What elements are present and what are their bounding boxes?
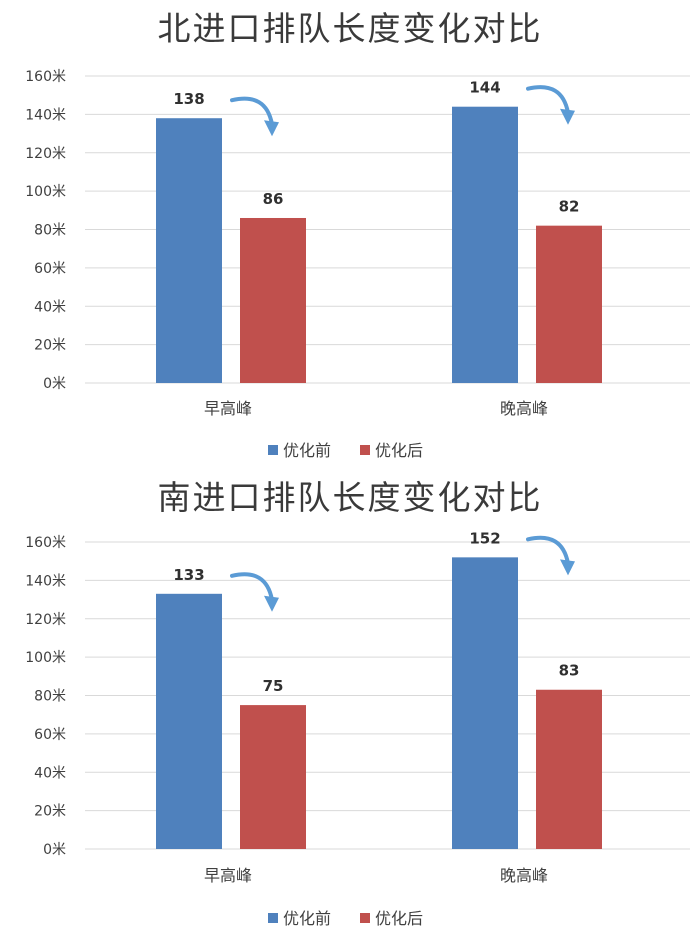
x-category-label: 早高峰 — [204, 399, 252, 418]
north-entrance-chart: 北进口排队长度变化对比 0米 20米 40米 60米 80米 100米 120米 140米 16… — [0, 0, 700, 466]
data-label: 83 — [559, 662, 580, 680]
trend-arrow-icon — [526, 535, 570, 566]
y-tick-label: 160米 — [25, 535, 66, 551]
data-label: 138 — [173, 90, 204, 108]
y-tick-label: 80米 — [34, 689, 66, 705]
data-label: 86 — [263, 190, 284, 208]
y-tick-label: 60米 — [34, 261, 66, 277]
y-tick-label: 120米 — [25, 612, 66, 628]
data-label: 152 — [469, 529, 500, 547]
data-label: 75 — [263, 677, 284, 695]
bar-after — [240, 705, 306, 849]
chart-plot-area: 0米 20米 40米 60米 80米 100米 120米 140米 160米 133 75 早高峰 15… — [25, 529, 690, 928]
legend-label: 优化前 — [283, 909, 331, 928]
legend-swatch — [268, 445, 278, 455]
trend-arrow-icon — [230, 572, 274, 602]
data-label: 144 — [469, 79, 500, 97]
legend-swatch — [268, 913, 278, 923]
arrow-head-icon — [560, 108, 575, 125]
y-tick-label: 120米 — [25, 146, 66, 162]
y-tick-label: 0米 — [43, 842, 66, 858]
y-tick-label: 100米 — [25, 184, 66, 200]
chart-title: 北进口排队长度变化对比 — [157, 9, 543, 48]
y-tick-label: 60米 — [34, 727, 66, 743]
x-category-label: 晚高峰 — [500, 399, 548, 418]
legend-label: 优化前 — [283, 441, 331, 460]
bar-after — [536, 225, 602, 383]
legend-label: 优化后 — [375, 909, 423, 928]
arrow-head-icon — [264, 120, 279, 137]
y-tick-label: 40米 — [34, 299, 66, 315]
y-tick-label: 20米 — [34, 338, 66, 354]
x-category-label: 晚高峰 — [500, 866, 548, 885]
data-label: 133 — [173, 566, 204, 584]
trend-arrow-icon — [230, 96, 274, 127]
y-tick-label: 40米 — [34, 765, 66, 781]
y-tick-label: 80米 — [34, 223, 66, 239]
y-tick-label: 160米 — [25, 69, 66, 85]
south-entrance-chart: 南进口排队长度变化对比 0米 20米 40米 60米 80米 100米 120米 140米 16… — [0, 466, 700, 933]
chart-plot-area: 0米 20米 40米 60米 80米 100米 120米 140米 160米 138 86 早高峰 14… — [25, 69, 690, 460]
y-tick-label: 0米 — [43, 376, 66, 392]
arrow-head-icon — [560, 559, 575, 576]
legend-label: 优化后 — [375, 441, 423, 460]
y-tick-label: 140米 — [25, 107, 66, 123]
legend-swatch — [360, 913, 370, 923]
bar-after — [536, 689, 602, 849]
trend-arrow-icon — [526, 85, 570, 115]
bar-before — [156, 593, 222, 849]
bar-before — [452, 106, 518, 383]
y-tick-label: 100米 — [25, 650, 66, 666]
legend-swatch — [360, 445, 370, 455]
bar-before — [452, 557, 518, 849]
data-label: 82 — [559, 198, 580, 216]
arrow-head-icon — [264, 595, 279, 612]
chart-title: 南进口排队长度变化对比 — [157, 478, 543, 517]
y-tick-label: 20米 — [34, 804, 66, 820]
y-tick-label: 140米 — [25, 573, 66, 589]
bar-after — [240, 217, 306, 383]
bar-before — [156, 118, 222, 384]
x-category-label: 早高峰 — [204, 866, 252, 885]
